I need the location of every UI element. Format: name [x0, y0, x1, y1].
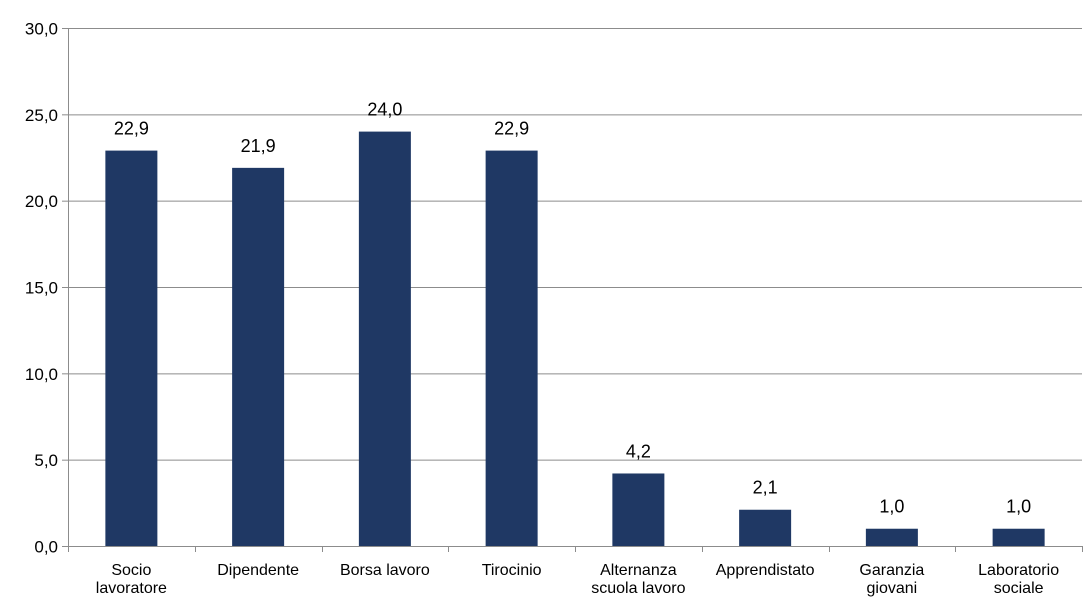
y-tick-label: 15,0	[25, 279, 58, 298]
data-label: 1,0	[1006, 497, 1031, 517]
bar	[485, 150, 538, 547]
y-tick-label: 25,0	[25, 106, 58, 125]
category-label: lavoratore	[96, 580, 167, 597]
bars	[105, 131, 1045, 547]
category-label: giovani	[867, 580, 918, 597]
category-label: Tirocinio	[482, 562, 542, 579]
bar	[992, 528, 1045, 546]
data-label: 2,1	[753, 478, 778, 498]
bar	[865, 528, 918, 546]
category-label: Laboratorio	[978, 562, 1059, 579]
bar	[105, 150, 158, 547]
data-label: 4,2	[626, 441, 651, 461]
y-tick-label: 5,0	[34, 451, 58, 470]
category-label: Socio	[111, 562, 151, 579]
bar	[232, 167, 285, 547]
y-tick-label: 0,0	[34, 538, 58, 557]
bar	[612, 473, 665, 546]
labels: 0,0 5,0 10,0 15,0 20,0 25,0 30,0 22,9 Sociolavor…	[25, 20, 1059, 597]
category-label: Borsa lavoro	[340, 562, 430, 579]
bar	[358, 131, 411, 546]
data-label: 21,9	[241, 136, 276, 156]
category-label: Alternanza	[600, 562, 677, 579]
bar	[739, 509, 792, 546]
data-label: 22,9	[494, 119, 529, 139]
y-tick-label: 10,0	[25, 365, 58, 384]
data-label: 1,0	[879, 497, 904, 517]
category-label: scuola lavoro	[591, 580, 685, 597]
axes	[62, 28, 1083, 552]
y-tick-label: 20,0	[25, 192, 58, 211]
category-label: sociale	[994, 580, 1044, 597]
y-tick-label: 30,0	[25, 20, 58, 39]
data-label: 24,0	[367, 100, 402, 120]
category-label: Dipendente	[217, 562, 299, 579]
category-label: Garanzia	[859, 562, 924, 579]
data-label: 22,9	[114, 119, 149, 139]
category-label: Apprendistato	[716, 562, 815, 579]
gridlines	[68, 28, 1082, 461]
